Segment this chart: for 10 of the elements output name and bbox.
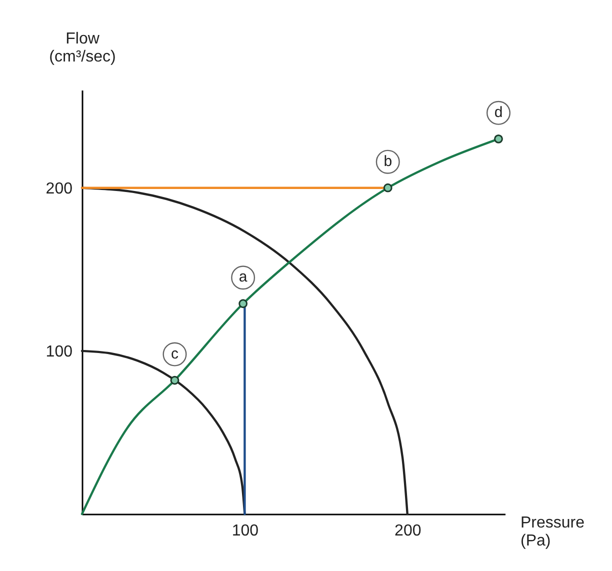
annotation: c — [170, 345, 179, 362]
annotation: a — [238, 268, 248, 286]
point — [494, 134, 503, 144]
y-axis-title: Flow (cm³/sec) — [49, 30, 116, 66]
point — [170, 376, 180, 385]
x-axis-title: Pressure (Pa) — [520, 514, 585, 550]
point — [238, 299, 248, 308]
annotation: d — [494, 104, 503, 121]
annotation: b — [384, 152, 392, 170]
point — [383, 183, 392, 192]
